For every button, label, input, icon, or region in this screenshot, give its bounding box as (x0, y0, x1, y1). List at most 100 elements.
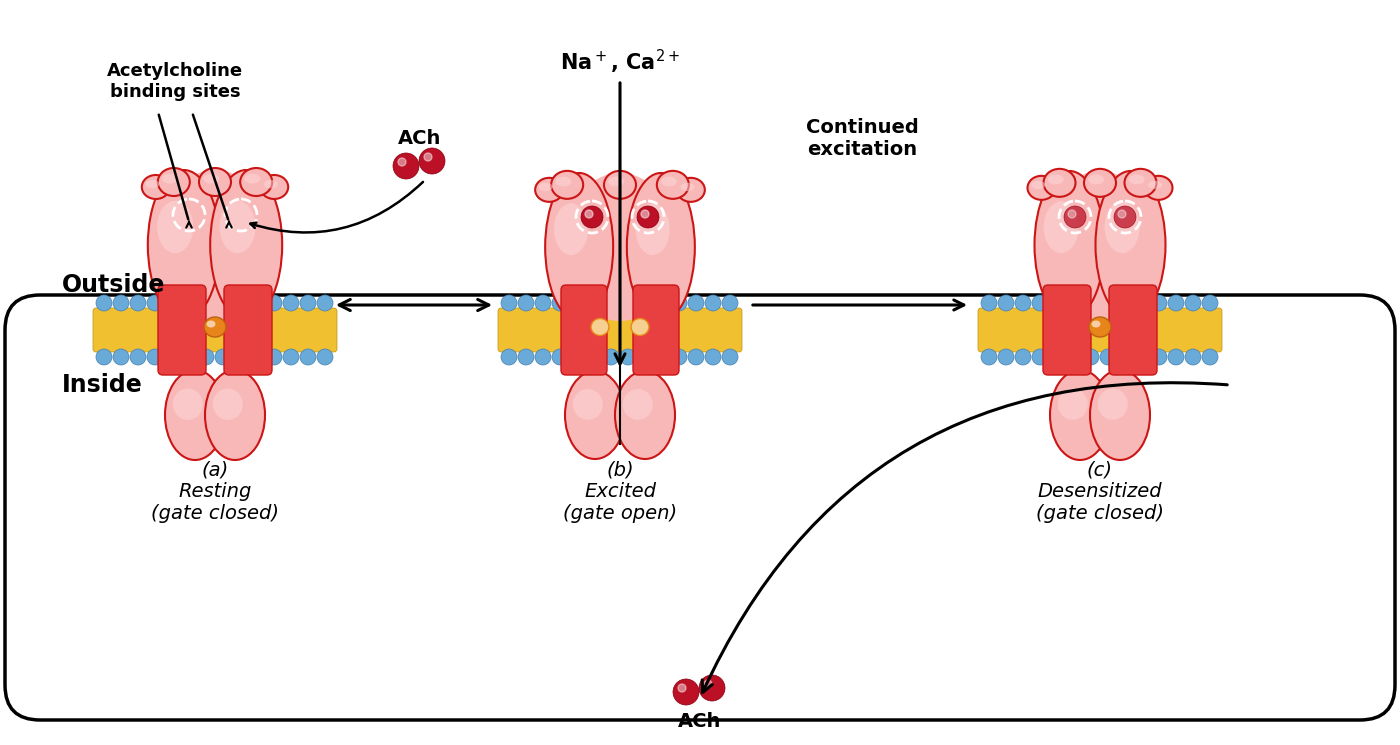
Circle shape (585, 210, 594, 218)
Circle shape (637, 206, 659, 228)
Ellipse shape (1144, 176, 1172, 200)
Circle shape (1068, 210, 1077, 218)
Circle shape (998, 295, 1014, 311)
Circle shape (97, 349, 112, 365)
Circle shape (130, 295, 146, 311)
FancyBboxPatch shape (92, 308, 337, 352)
Ellipse shape (573, 389, 603, 420)
Circle shape (197, 295, 214, 311)
Ellipse shape (535, 178, 563, 202)
Text: Continued
excitation: Continued excitation (805, 118, 918, 159)
Circle shape (1117, 295, 1133, 311)
Ellipse shape (207, 320, 216, 328)
Circle shape (1184, 349, 1201, 365)
Ellipse shape (1148, 181, 1162, 189)
Circle shape (678, 684, 686, 692)
Ellipse shape (615, 371, 675, 459)
Circle shape (535, 295, 552, 311)
FancyBboxPatch shape (224, 285, 272, 375)
Ellipse shape (158, 168, 190, 196)
Ellipse shape (245, 174, 260, 183)
Circle shape (147, 349, 162, 365)
FancyBboxPatch shape (1109, 285, 1156, 375)
Ellipse shape (556, 177, 571, 186)
Ellipse shape (676, 178, 704, 202)
Circle shape (1203, 349, 1218, 365)
Circle shape (654, 295, 671, 311)
Circle shape (581, 206, 603, 228)
Circle shape (1015, 295, 1030, 311)
Ellipse shape (213, 388, 242, 420)
Circle shape (671, 295, 687, 311)
Circle shape (1168, 295, 1184, 311)
Circle shape (1084, 295, 1099, 311)
Ellipse shape (1124, 169, 1156, 197)
Circle shape (398, 158, 406, 166)
Circle shape (1119, 210, 1126, 218)
FancyArrowPatch shape (703, 383, 1228, 692)
Ellipse shape (1092, 320, 1100, 328)
Circle shape (113, 349, 129, 365)
Circle shape (673, 679, 699, 705)
Ellipse shape (545, 173, 613, 321)
Circle shape (216, 295, 231, 311)
Circle shape (1184, 295, 1201, 311)
Ellipse shape (148, 170, 220, 320)
Ellipse shape (1043, 169, 1075, 197)
Text: (c)
Desensitized
(gate closed): (c) Desensitized (gate closed) (1036, 460, 1163, 523)
Ellipse shape (657, 171, 689, 199)
Ellipse shape (1084, 169, 1116, 197)
Circle shape (518, 349, 533, 365)
Circle shape (181, 349, 197, 365)
Circle shape (266, 349, 281, 365)
Circle shape (1203, 295, 1218, 311)
Circle shape (620, 349, 636, 365)
Ellipse shape (680, 183, 694, 191)
Ellipse shape (566, 371, 624, 459)
Circle shape (283, 295, 300, 311)
Circle shape (1151, 295, 1168, 311)
FancyBboxPatch shape (158, 285, 206, 375)
Ellipse shape (260, 175, 288, 199)
Ellipse shape (157, 170, 273, 320)
Circle shape (654, 349, 671, 365)
Circle shape (552, 349, 568, 365)
Ellipse shape (1032, 181, 1046, 189)
Ellipse shape (591, 319, 609, 335)
FancyBboxPatch shape (979, 308, 1222, 352)
Circle shape (1049, 295, 1065, 311)
Circle shape (1100, 349, 1116, 365)
Ellipse shape (627, 173, 694, 321)
Circle shape (266, 295, 281, 311)
Circle shape (424, 153, 433, 161)
Circle shape (603, 349, 619, 365)
Text: ACh: ACh (679, 712, 721, 731)
Circle shape (300, 295, 316, 311)
Ellipse shape (1028, 176, 1056, 200)
Ellipse shape (146, 180, 160, 188)
Circle shape (535, 349, 552, 365)
Circle shape (147, 295, 162, 311)
Ellipse shape (1091, 370, 1149, 460)
Circle shape (620, 295, 636, 311)
Circle shape (130, 349, 146, 365)
Circle shape (197, 349, 214, 365)
Ellipse shape (263, 180, 277, 188)
Text: Acetylcholine
binding sites: Acetylcholine binding sites (106, 62, 244, 101)
Ellipse shape (1047, 174, 1064, 184)
Circle shape (1065, 295, 1082, 311)
Circle shape (249, 349, 265, 365)
Circle shape (704, 680, 713, 688)
Ellipse shape (199, 168, 231, 196)
Circle shape (1117, 349, 1133, 365)
Circle shape (1134, 295, 1149, 311)
Circle shape (587, 349, 602, 365)
Circle shape (1032, 295, 1049, 311)
Circle shape (981, 295, 997, 311)
Ellipse shape (608, 177, 624, 186)
Ellipse shape (1050, 370, 1110, 460)
Circle shape (316, 349, 333, 365)
Ellipse shape (1035, 171, 1105, 319)
Circle shape (998, 349, 1014, 365)
Ellipse shape (172, 388, 203, 420)
